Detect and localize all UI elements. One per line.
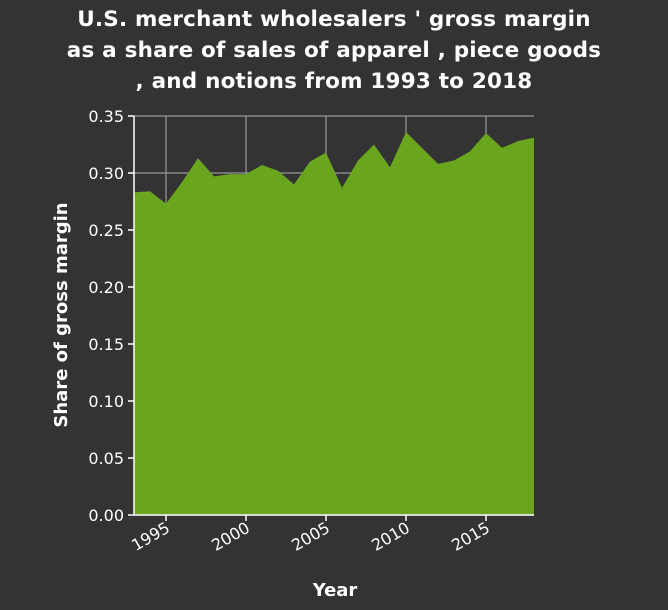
x-tick-label: 2005 — [288, 518, 333, 555]
y-tick-label: 0.35 — [88, 107, 124, 126]
x-tick-label: 1995 — [128, 518, 173, 555]
y-tick-label: 0.20 — [88, 278, 124, 297]
x-axis-label: Year — [312, 580, 358, 601]
y-tick-label: 0.30 — [88, 164, 124, 183]
chart-title: U.S. merchant wholesalers ' gross margin… — [0, 4, 668, 97]
chart-title-line-3: , and notions from 1993 to 2018 — [135, 69, 533, 94]
y-tick-label: 0.25 — [88, 221, 124, 240]
y-tick-label: 0.10 — [88, 392, 124, 411]
area-fill — [134, 131, 534, 515]
x-axis-ticks: 1995 2000 2005 2010 2015 — [128, 515, 493, 555]
axes — [133, 116, 534, 516]
chart-title-line-2: as a share of sales of apparel , piece g… — [66, 38, 602, 63]
y-axis-ticks: 0.00 0.05 0.10 0.15 0.20 0.25 0.30 0.35 — [88, 107, 134, 525]
chart-title-line-1: U.S. merchant wholesalers ' gross margin — [77, 7, 591, 32]
y-tick-label: 0.00 — [88, 506, 124, 525]
area-series — [134, 131, 534, 515]
x-tick-label: 2000 — [208, 518, 253, 555]
x-tick-label: 2010 — [368, 518, 413, 555]
x-tick-label: 2015 — [448, 518, 493, 555]
y-tick-label: 0.15 — [88, 335, 124, 354]
y-axis-label: Share of gross margin — [51, 202, 72, 427]
y-tick-label: 0.05 — [88, 449, 124, 468]
